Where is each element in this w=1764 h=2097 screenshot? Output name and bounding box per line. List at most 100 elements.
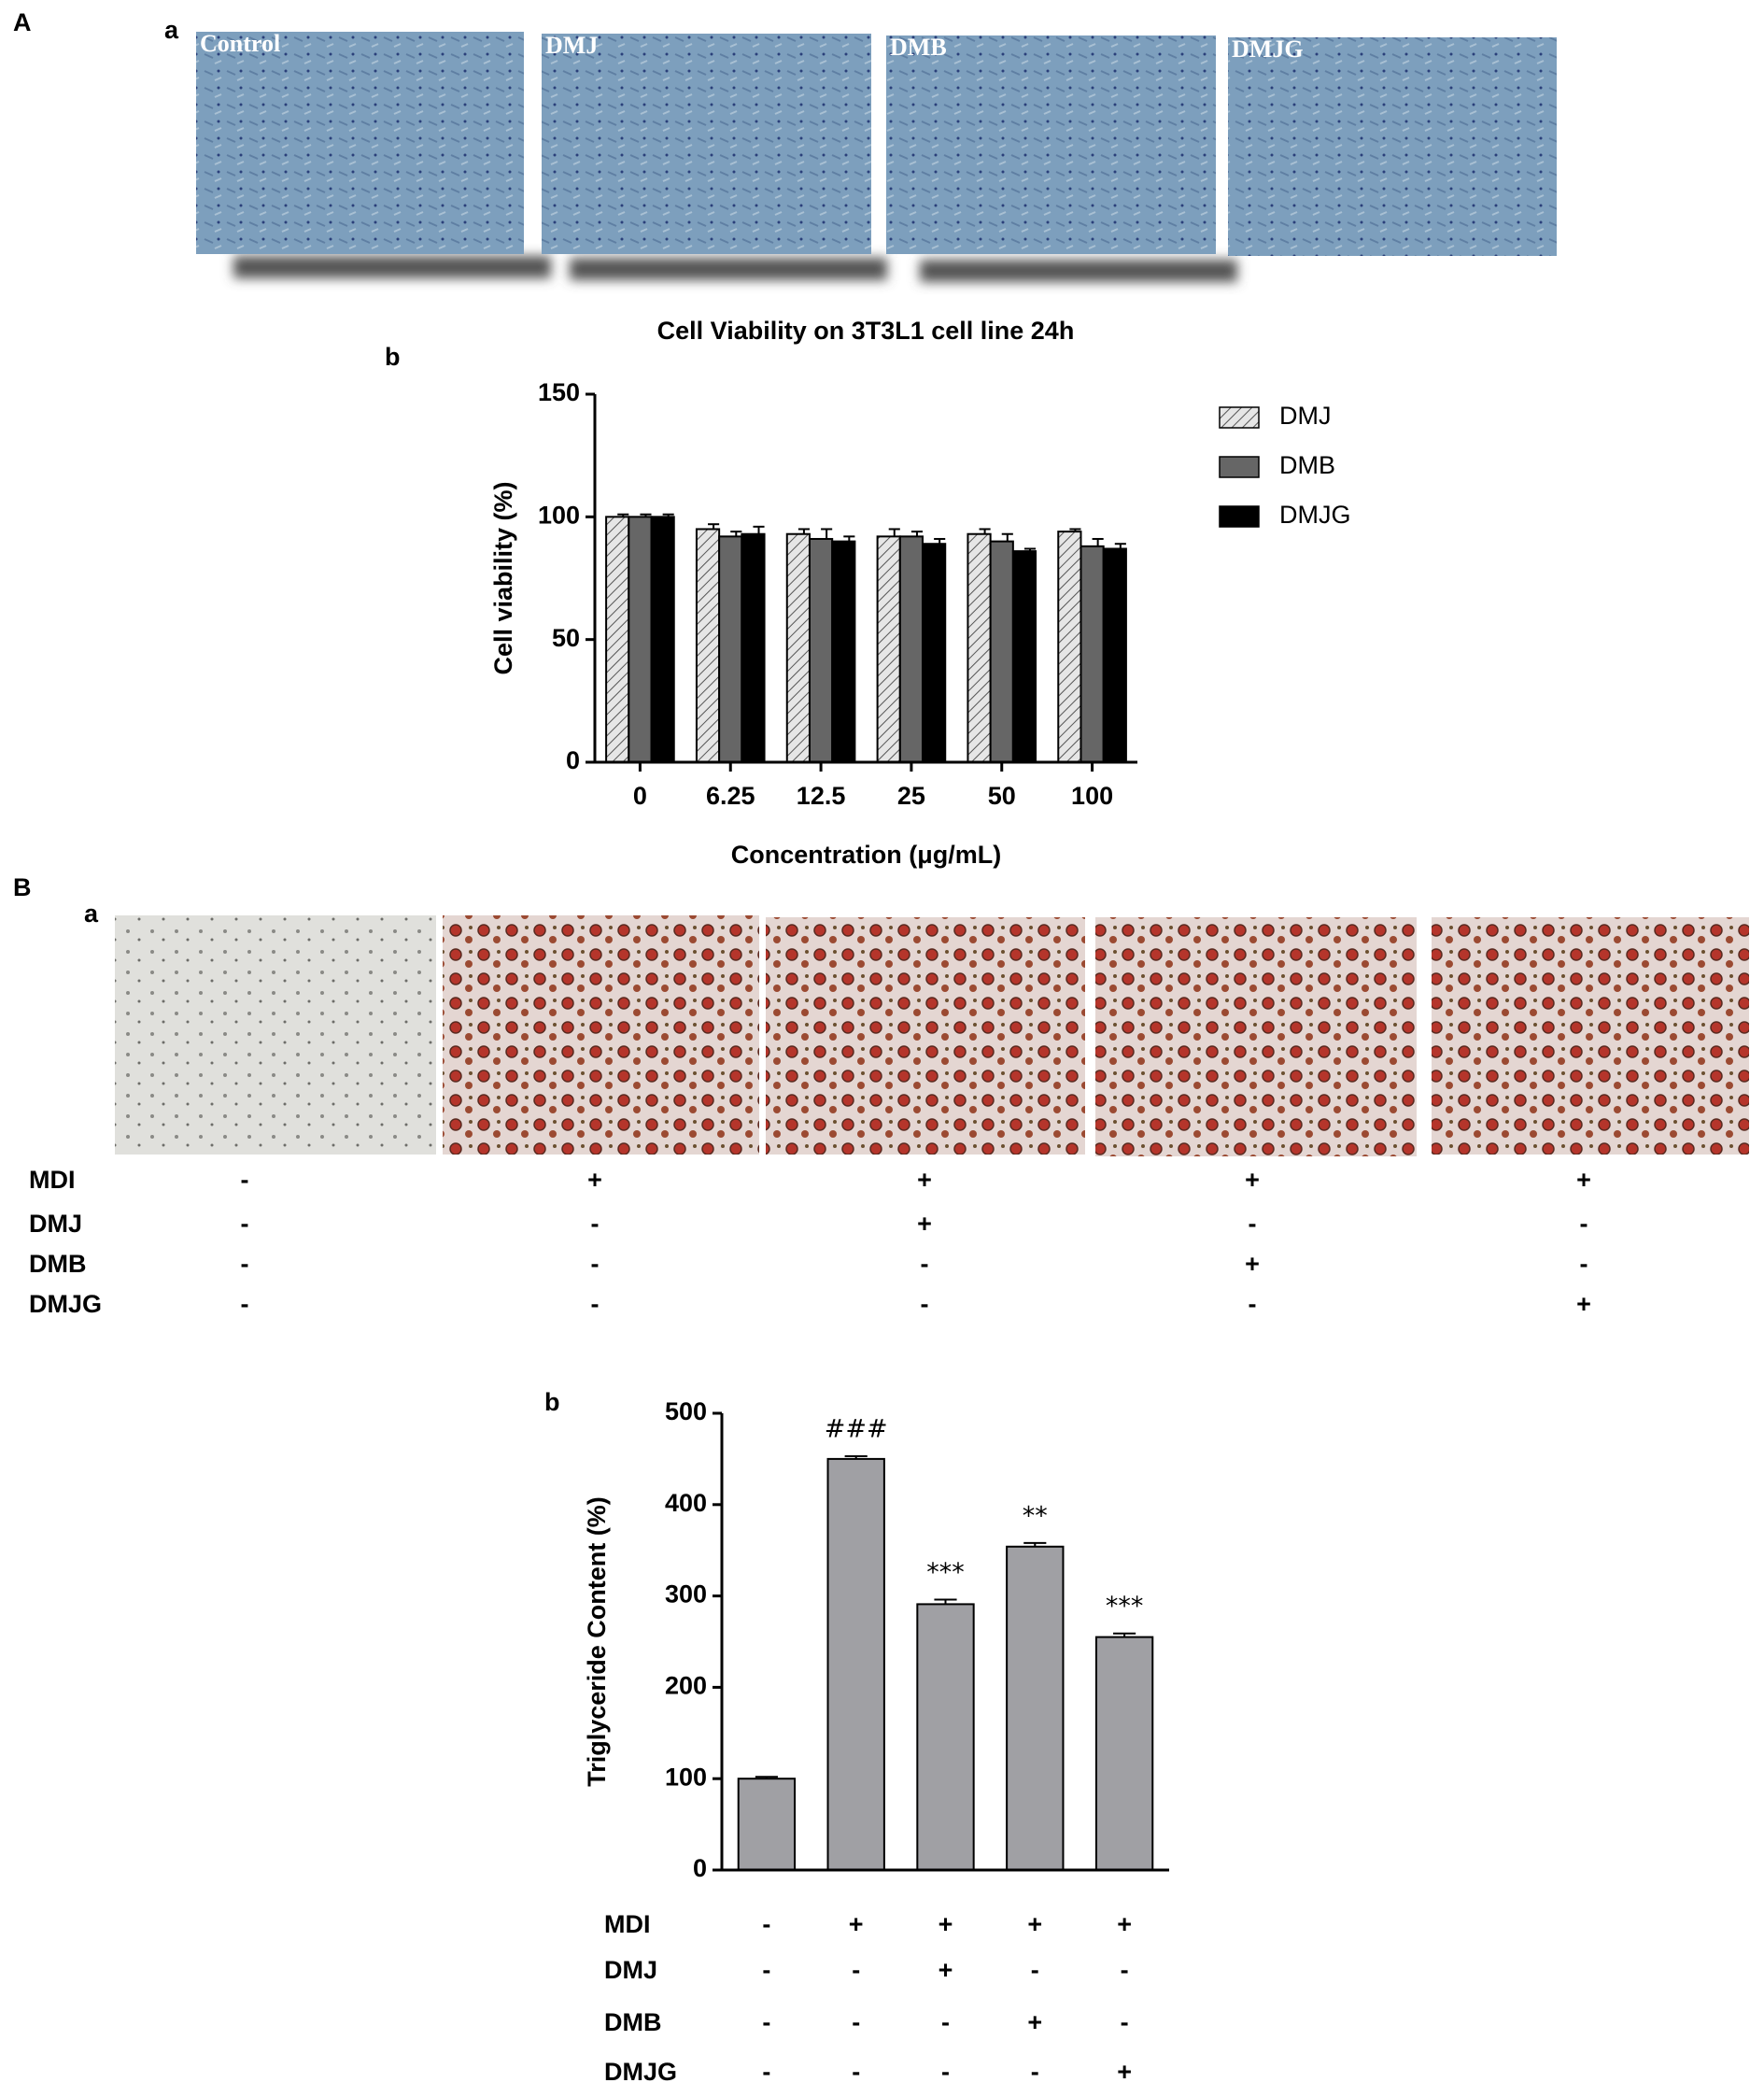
treatment-cell: +: [1245, 1166, 1260, 1194]
image-label: Control: [200, 30, 280, 57]
bar: [1057, 531, 1082, 763]
treatment-cell: -: [1249, 1290, 1257, 1318]
image-label: DMJ: [545, 32, 598, 59]
annotation: ***: [926, 1558, 965, 1587]
image-label: DMJG: [1232, 35, 1304, 63]
treatment-cell: +: [1027, 1910, 1042, 1938]
treatment-cell: -: [591, 1250, 600, 1278]
legend-swatch: [1219, 406, 1260, 429]
x-tick-label: 0: [633, 782, 647, 810]
x-tick-label: 25: [897, 782, 925, 810]
subpanel-label: a: [84, 900, 99, 928]
panel-label: B: [13, 873, 32, 901]
bar: [808, 537, 834, 763]
treatment-cell: +: [1117, 2058, 1132, 2086]
treatment-cell: -: [762, 2058, 770, 2086]
treatment-cell: -: [1580, 1250, 1588, 1278]
bar: [1094, 1636, 1154, 1871]
treatment-cell: +: [1117, 1910, 1132, 1938]
treatment-name: MDI: [604, 1910, 651, 1938]
legend-swatch: [1219, 456, 1260, 478]
bar: [1011, 550, 1037, 764]
micrograph: [196, 32, 524, 254]
legend-label: DMJ: [1279, 402, 1332, 430]
treatment-cell: -: [241, 1210, 249, 1238]
treatment-name: DMJG: [29, 1290, 102, 1318]
y-axis-label: Cell viability (%): [489, 481, 517, 674]
y-tick-label: 100: [665, 1763, 707, 1791]
y-tick-label: 200: [665, 1672, 707, 1700]
annotation: ***: [1106, 1592, 1144, 1621]
y-tick-label: 100: [538, 501, 580, 529]
bar: [741, 532, 766, 763]
treatment-cell: -: [1249, 1210, 1257, 1238]
treatment-cell: -: [241, 1290, 249, 1318]
treatment-cell: +: [938, 1956, 953, 1984]
bar: [826, 1457, 885, 1872]
bar: [718, 535, 743, 764]
treatment-cell: -: [762, 1910, 770, 1938]
x-tick-label: 6.25: [706, 782, 755, 810]
treatment-cell: -: [762, 2008, 770, 2036]
y-tick-label: 300: [665, 1580, 707, 1608]
bar: [876, 535, 901, 764]
legend-swatch: [1219, 505, 1260, 528]
treatment-cell: +: [917, 1166, 932, 1194]
bar: [967, 532, 992, 763]
y-tick-label: 0: [566, 746, 580, 774]
treatment-name: DMJ: [29, 1210, 82, 1238]
bar: [831, 540, 856, 763]
annotation: **: [1023, 1501, 1048, 1530]
treatment-name: MDI: [29, 1166, 76, 1194]
y-axis-label: Triglyceride Content (%): [583, 1496, 611, 1787]
subpanel-label: b: [544, 1388, 560, 1416]
x-tick-label: 100: [1071, 782, 1113, 810]
treatment-name: DMJ: [604, 1956, 657, 1984]
x-axis-label: Concentration (μg/mL): [731, 841, 1002, 869]
treatment-cell: +: [917, 1210, 932, 1238]
panel-label: A: [13, 8, 32, 36]
image-label: DMB: [890, 34, 947, 61]
chart-title: Cell Viability on 3T3L1 cell line 24h: [657, 317, 1075, 345]
bar: [737, 1778, 797, 1871]
legend-label: DMB: [1279, 451, 1335, 479]
micrograph: [886, 35, 1216, 254]
micrograph: [443, 915, 759, 1155]
micrograph: [1432, 917, 1749, 1155]
treatment-cell: +: [849, 1910, 864, 1938]
treatment-name: DMJG: [604, 2058, 677, 2086]
treatment-cell: +: [938, 1910, 953, 1938]
legend-label: DMJG: [1279, 501, 1351, 529]
bar: [605, 516, 630, 763]
treatment-cell: -: [852, 2058, 860, 2086]
x-tick-label: 50: [988, 782, 1016, 810]
treatment-cell: -: [852, 1956, 860, 1984]
bar: [1080, 545, 1105, 763]
treatment-cell: -: [1031, 1956, 1039, 1984]
treatment-cell: -: [852, 2008, 860, 2036]
bar: [898, 535, 924, 764]
bar: [1102, 547, 1127, 763]
treatment-cell: -: [591, 1210, 600, 1238]
treatment-cell: +: [1245, 1250, 1260, 1278]
x-tick-label: 12.5: [797, 782, 846, 810]
micrograph: [1095, 917, 1417, 1156]
annotation: ###: [825, 1414, 888, 1443]
y-tick-label: 150: [538, 378, 580, 406]
bar: [695, 528, 721, 764]
treatment-name: DMB: [29, 1250, 87, 1278]
bar: [922, 543, 947, 764]
y-tick-label: 400: [665, 1489, 707, 1517]
treatment-cell: -: [241, 1166, 249, 1194]
treatment-cell: -: [241, 1250, 249, 1278]
treatment-cell: +: [1576, 1290, 1591, 1318]
micrograph: [542, 34, 871, 254]
y-tick-label: 0: [693, 1854, 707, 1882]
treatment-cell: -: [1031, 2058, 1039, 2086]
treatment-name: DMB: [604, 2008, 662, 2036]
treatment-cell: -: [921, 1290, 929, 1318]
treatment-cell: +: [1027, 2008, 1042, 2036]
bar: [1006, 1545, 1065, 1871]
